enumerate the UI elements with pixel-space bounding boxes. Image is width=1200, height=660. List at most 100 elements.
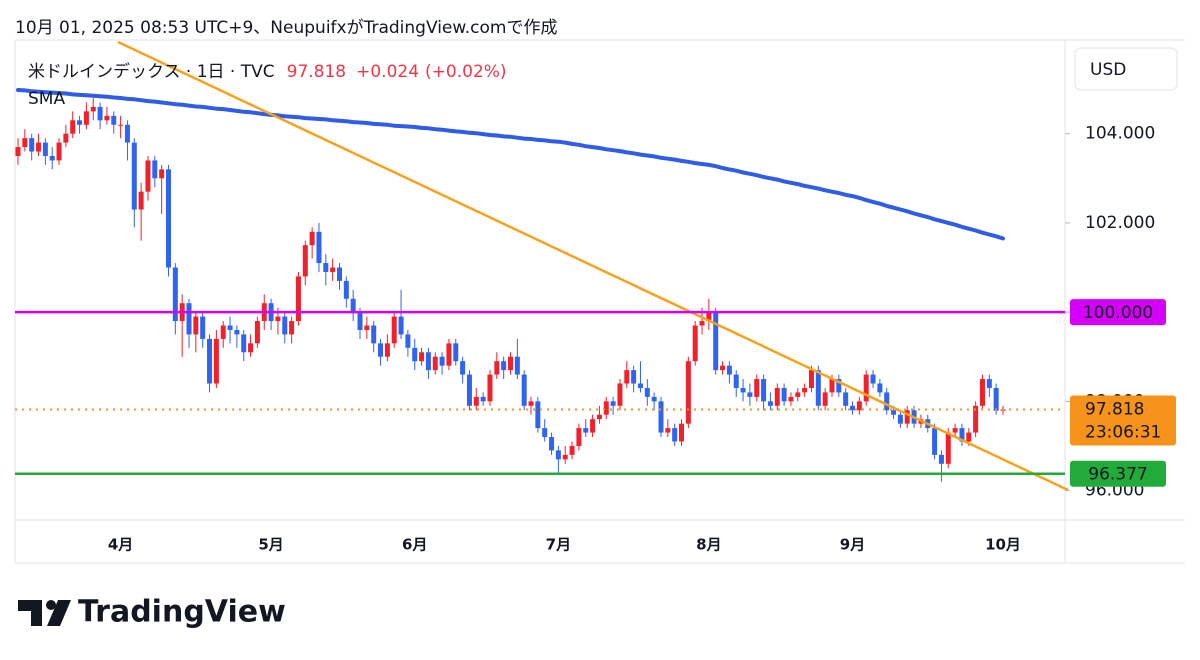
- candle-body: [22, 138, 28, 148]
- candle-body: [644, 387, 650, 397]
- candle-body: [77, 120, 83, 125]
- candle-body: [973, 405, 979, 433]
- candle-body: [131, 142, 137, 210]
- candle-body: [979, 379, 985, 406]
- candle-body: [562, 454, 568, 460]
- candle-body: [733, 374, 739, 388]
- candle-body: [248, 343, 254, 353]
- legend-change: +0.024: [356, 62, 419, 82]
- candle-body: [802, 387, 808, 393]
- logo-t: [18, 600, 42, 626]
- candle-body: [569, 445, 575, 455]
- candle-body: [186, 303, 192, 335]
- candle-body: [289, 321, 295, 335]
- candle-body: [665, 428, 671, 433]
- candle-body: [726, 365, 732, 375]
- candle-body: [138, 191, 144, 210]
- candle-body: [213, 338, 219, 384]
- candle-body: [596, 414, 602, 420]
- candle-body: [227, 325, 233, 330]
- legend-indicator: SMA: [28, 89, 65, 109]
- frame: [14, 39, 1185, 564]
- candle-body: [713, 312, 719, 371]
- candle-body: [808, 370, 814, 388]
- candle-body: [904, 410, 910, 424]
- candle-body: [63, 133, 69, 143]
- candle-body: [83, 111, 89, 125]
- candle-body: [49, 155, 55, 161]
- candle-body: [754, 379, 760, 397]
- candle-body: [720, 365, 726, 371]
- candle-body: [535, 401, 541, 429]
- candle-body: [446, 343, 452, 366]
- candle-body: [42, 142, 48, 156]
- candle-body: [15, 147, 21, 156]
- x-tick-label: 10月: [985, 536, 1021, 554]
- candle-body: [234, 329, 240, 335]
- candle-body: [815, 370, 821, 406]
- candle-body: [391, 316, 397, 344]
- candle-body: [165, 169, 171, 268]
- plot-layer: [15, 88, 1006, 482]
- candle-body: [986, 379, 992, 388]
- candle-body: [193, 316, 199, 335]
- last-price-box: [1070, 395, 1176, 446]
- candle-body: [891, 410, 897, 415]
- logo-v: [47, 600, 71, 626]
- candle-body: [637, 383, 643, 388]
- candle-body: [350, 298, 356, 313]
- candle-body: [104, 115, 110, 121]
- candle-body: [767, 401, 773, 406]
- candle-body: [200, 316, 206, 339]
- candle-body: [316, 231, 322, 264]
- candle-body: [788, 396, 794, 402]
- candle-body: [617, 383, 623, 406]
- candle-body: [453, 343, 459, 362]
- candle-body: [576, 428, 582, 446]
- candle-body: [36, 142, 42, 152]
- candle-body: [343, 280, 349, 299]
- candle-body: [145, 160, 151, 192]
- candle-body: [863, 374, 869, 402]
- candle-body: [70, 120, 76, 134]
- candle-body: [966, 432, 972, 442]
- candle-body: [480, 396, 486, 402]
- price-label: 100.000: [1083, 303, 1153, 323]
- candle-body: [118, 124, 124, 126]
- candle-body: [945, 432, 951, 464]
- candle-body: [432, 356, 438, 371]
- candle-body: [152, 160, 158, 179]
- candle-body: [747, 392, 753, 397]
- candle-body: [336, 267, 342, 281]
- brand-logo: [18, 600, 71, 626]
- candle-body: [952, 428, 958, 433]
- candle-body: [124, 124, 130, 143]
- candle-body: [508, 356, 513, 371]
- candle-body: [172, 267, 178, 322]
- currency-label[interactable]: USD: [1090, 60, 1126, 80]
- candle-body: [877, 383, 883, 393]
- currency-button[interactable]: [1074, 47, 1178, 91]
- candle-body: [555, 450, 561, 460]
- candle-body: [378, 343, 384, 357]
- candle-body: [631, 370, 637, 384]
- candle-body: [774, 387, 780, 406]
- candle-body: [542, 428, 548, 438]
- candle-body: [740, 387, 746, 393]
- candle-body: [870, 374, 876, 384]
- candle-body: [603, 401, 609, 415]
- candle-body: [932, 428, 938, 455]
- x-tick-label: 7月: [546, 536, 571, 554]
- candle-body: [425, 352, 431, 371]
- candle-body: [761, 379, 767, 402]
- candle-body: [29, 138, 35, 152]
- candle-body: [302, 245, 308, 277]
- header: 10月 01, 2025 08:53 UTC+9、NeupuifxがTradin…: [15, 18, 557, 38]
- candle-body: [856, 401, 862, 411]
- candle-body: [159, 169, 165, 179]
- legend-symbol: 米ドルインデックス · 1日 · TVC: [28, 61, 275, 82]
- candle-body: [282, 316, 288, 335]
- last-price-label: 97.818: [1085, 399, 1144, 419]
- candle-body: [549, 437, 555, 451]
- candle-body: [309, 231, 315, 246]
